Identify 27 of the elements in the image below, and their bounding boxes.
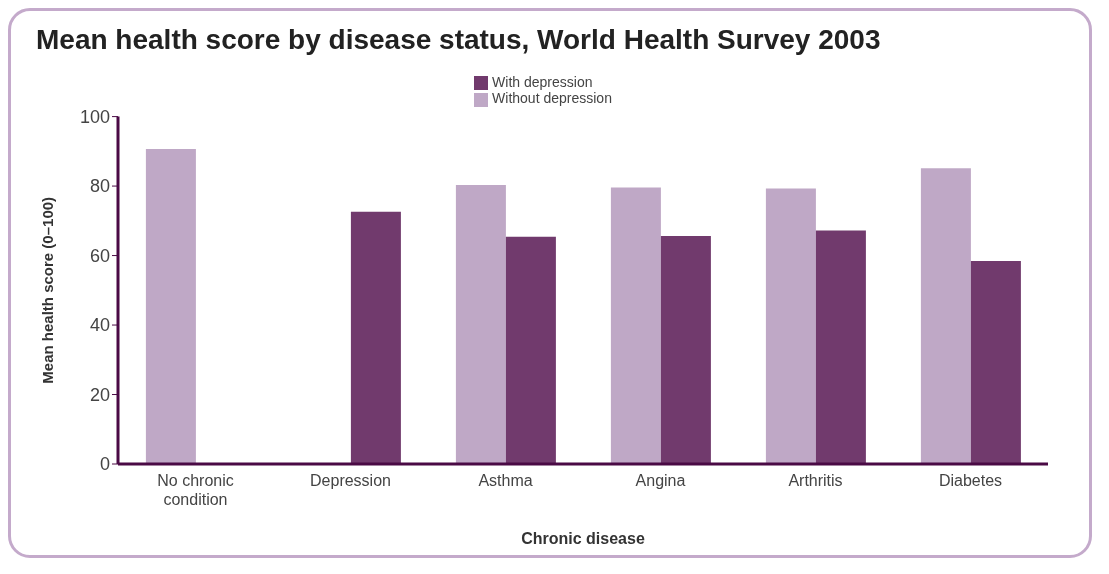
chart-title: Mean health score by disease status, World Health Survey 2003 (36, 24, 881, 56)
bar (765, 188, 816, 464)
legend-label: With depression (492, 74, 593, 90)
bar (970, 261, 1021, 464)
y-tick-label: 0 (99, 454, 110, 475)
y-tick-label: 80 (89, 176, 110, 197)
x-tick-label: Depression (310, 472, 391, 489)
bar (610, 187, 661, 464)
bar (350, 211, 401, 464)
x-axis-title: Chronic disease (521, 530, 645, 547)
bar (145, 148, 196, 464)
legend-label: Without depression (492, 90, 612, 107)
x-tick-label: Asthma (478, 472, 533, 489)
x-tick-label: Diabetes (938, 472, 1003, 489)
x-tick-label: No chronic condition (157, 472, 234, 508)
bar (455, 185, 506, 464)
y-tick-label: 40 (89, 315, 110, 336)
y-tick-label: 20 (89, 384, 110, 405)
x-tick-label: Angina (635, 472, 686, 489)
y-tick-label: 60 (89, 245, 110, 266)
bar (660, 236, 711, 464)
bar (505, 236, 556, 464)
bar (920, 168, 971, 464)
bar (815, 230, 866, 464)
x-tick-label: Arthritis (788, 472, 843, 489)
y-tick-label: 100 (79, 106, 110, 127)
y-axis-title: Mean health score (0–100) (39, 196, 57, 384)
